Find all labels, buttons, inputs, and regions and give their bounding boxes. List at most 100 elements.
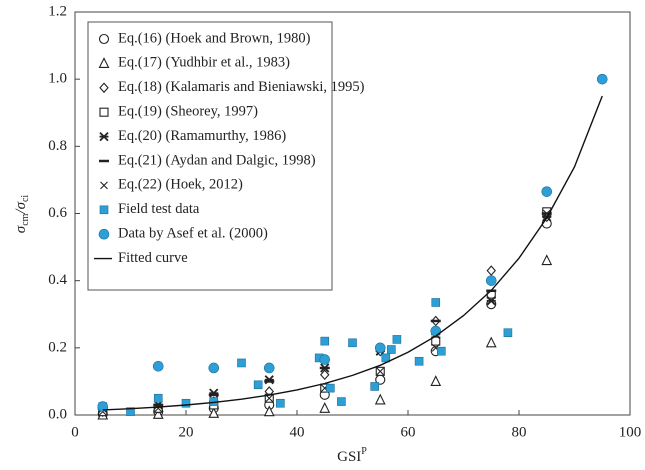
marker	[154, 404, 163, 413]
marker-part	[337, 397, 346, 406]
marker	[98, 228, 110, 240]
marker-part	[431, 336, 441, 346]
marker	[374, 342, 386, 354]
marker	[430, 375, 442, 386]
marker	[436, 346, 446, 356]
marker	[337, 397, 346, 406]
marker-part	[436, 346, 446, 356]
marker-part	[414, 356, 424, 366]
y-axis-label: σcm/σci	[13, 195, 31, 234]
marker-part	[387, 345, 396, 354]
marker-part	[99, 107, 109, 117]
marker	[126, 407, 135, 416]
marker	[370, 382, 380, 391]
marker-part	[253, 380, 263, 390]
y-label-part: ci	[20, 195, 31, 202]
marker-part	[392, 335, 402, 344]
marker-part	[276, 398, 285, 408]
marker-part	[126, 407, 135, 416]
legend-label: Eq.(21) (Aydan and Dalgic, 1998)	[118, 152, 316, 168]
marker-part	[263, 362, 275, 374]
marker	[97, 401, 109, 412]
marker	[486, 265, 496, 276]
marker	[430, 325, 442, 337]
marker-part	[153, 393, 163, 403]
marker	[99, 107, 109, 117]
marker-part	[98, 33, 110, 45]
x-tick-label: 40	[290, 424, 305, 440]
legend-label: Eq.(22) (Hoek, 2012)	[118, 177, 243, 193]
marker-part	[319, 402, 331, 413]
marker	[431, 336, 441, 346]
marker	[387, 345, 396, 354]
marker	[98, 57, 110, 68]
legend-label: Eq.(17) (Yudhbir et al., 1983)	[118, 55, 290, 71]
marker	[99, 82, 109, 94]
x-axis-label: GSIP	[337, 446, 367, 465]
x-tick-label: 20	[179, 424, 194, 440]
marker-part	[98, 57, 110, 68]
marker	[596, 73, 608, 85]
marker-part	[152, 408, 164, 419]
marker-part	[100, 181, 108, 190]
marker	[208, 407, 220, 418]
marker	[98, 33, 110, 45]
marker-part	[265, 394, 274, 403]
marker-part	[374, 342, 386, 354]
y-tick-label: 0.8	[48, 138, 67, 154]
marker	[99, 131, 109, 142]
marker	[181, 398, 191, 408]
marker-part	[503, 328, 513, 338]
marker	[374, 393, 386, 405]
marker-part	[99, 82, 109, 94]
marker-part	[208, 362, 220, 374]
marker	[100, 181, 108, 190]
y-tick-label: 0.2	[48, 339, 67, 355]
legend-label: Data by Asef et al. (2000)	[118, 226, 268, 242]
marker	[542, 209, 551, 218]
fitted-curve	[102, 95, 603, 411]
marker	[152, 361, 164, 372]
marker	[487, 296, 496, 305]
y-label-part: /σ	[13, 201, 29, 214]
marker	[414, 356, 424, 366]
legend-label: Eq.(20) (Ramamurthy, 1986)	[118, 128, 286, 144]
marker-part	[320, 336, 330, 346]
marker-part	[430, 375, 442, 386]
marker	[431, 298, 441, 307]
y-label-part: cm	[20, 213, 31, 225]
y-tick-label: 0.4	[48, 272, 67, 288]
marker	[485, 275, 497, 286]
marker-part	[541, 186, 553, 197]
marker	[319, 402, 331, 413]
legend-label: Fitted curve	[118, 250, 188, 266]
marker-part	[152, 361, 164, 372]
marker	[208, 362, 220, 374]
x-tick-label: 60	[401, 424, 416, 440]
x-tick-label: 0	[71, 424, 79, 440]
y-label-part: σ	[13, 225, 29, 233]
marker-part	[485, 275, 497, 286]
marker-part	[348, 338, 357, 348]
marker-part	[376, 367, 385, 376]
marker	[541, 186, 553, 197]
marker-part	[98, 228, 110, 240]
marker	[541, 254, 553, 266]
marker	[253, 380, 263, 390]
marker-part	[208, 407, 220, 418]
marker-part	[431, 298, 441, 307]
legend-label: Eq.(19) (Sheorey, 1997)	[118, 104, 258, 120]
marker	[263, 405, 275, 417]
marker	[325, 383, 335, 393]
marker-part	[370, 382, 380, 391]
legend: Eq.(16) (Hoek and Brown, 1980) Eq.(17) (Y…	[87, 21, 365, 291]
marker-part	[97, 401, 109, 412]
x-tick-label: 100	[619, 424, 642, 440]
marker	[348, 338, 357, 348]
marker	[153, 393, 163, 403]
marker	[320, 369, 330, 381]
marker-part	[487, 296, 496, 305]
marker-part	[154, 404, 163, 413]
